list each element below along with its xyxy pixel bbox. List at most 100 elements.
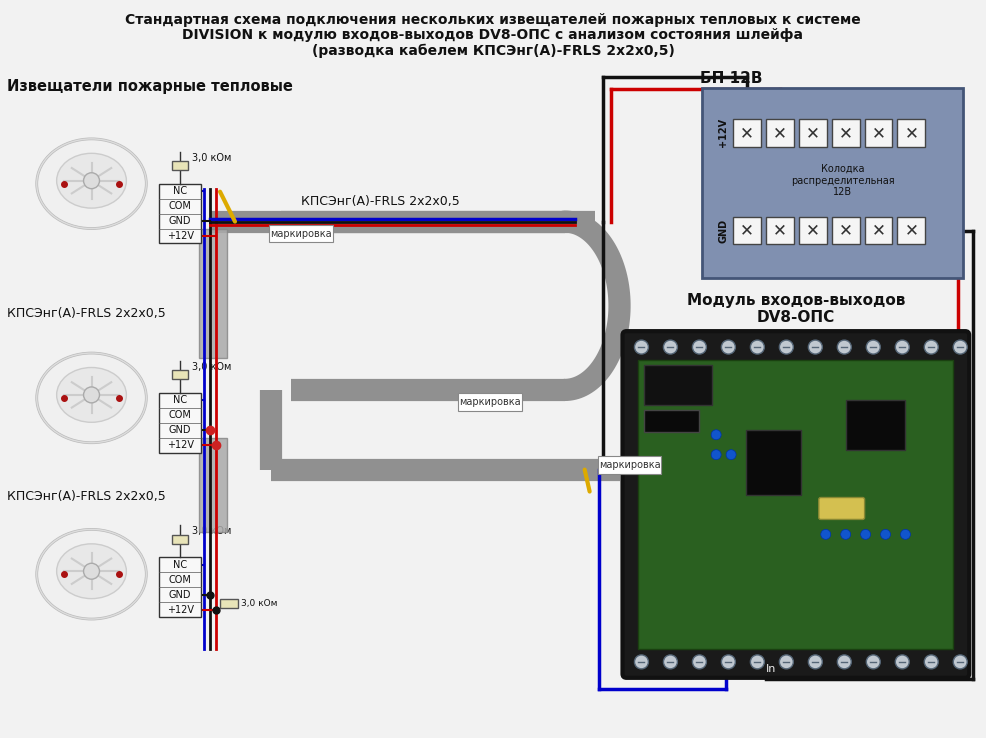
Text: КПСЭнг(А)-FRLS 2х2х0,5: КПСЭнг(А)-FRLS 2х2х0,5	[7, 307, 166, 320]
Text: GND: GND	[718, 218, 728, 243]
Text: +12V: +12V	[167, 231, 193, 241]
FancyBboxPatch shape	[458, 393, 522, 411]
Text: NC: NC	[174, 396, 187, 405]
FancyBboxPatch shape	[766, 216, 794, 244]
FancyBboxPatch shape	[645, 410, 699, 432]
Text: КПСЭнг(А)-FRLS 2х2х0,5: КПСЭнг(А)-FRLS 2х2х0,5	[301, 195, 459, 208]
Text: Стандартная схема подключения нескольких извещателей пожарных тепловых к системе: Стандартная схема подключения нескольких…	[125, 13, 861, 27]
Circle shape	[779, 655, 794, 669]
Text: БП 12В: БП 12В	[700, 71, 763, 86]
Text: NC: NC	[174, 559, 187, 570]
Circle shape	[711, 430, 721, 440]
Circle shape	[664, 340, 677, 354]
FancyBboxPatch shape	[799, 216, 826, 244]
FancyBboxPatch shape	[897, 119, 926, 147]
Circle shape	[692, 340, 706, 354]
Text: КПСЭнг(А)-FRLS 2х2х0,5: КПСЭнг(А)-FRLS 2х2х0,5	[7, 489, 166, 503]
FancyBboxPatch shape	[702, 88, 963, 278]
Circle shape	[895, 655, 909, 669]
Text: GND: GND	[169, 425, 191, 435]
Text: ✕: ✕	[872, 221, 885, 240]
FancyBboxPatch shape	[766, 119, 794, 147]
Circle shape	[880, 529, 890, 539]
FancyBboxPatch shape	[818, 497, 865, 520]
Circle shape	[867, 655, 880, 669]
FancyBboxPatch shape	[173, 370, 188, 379]
Text: ✕: ✕	[773, 221, 787, 240]
FancyBboxPatch shape	[199, 438, 227, 532]
Circle shape	[953, 340, 967, 354]
Text: ✕: ✕	[839, 221, 853, 240]
Ellipse shape	[36, 529, 146, 619]
Circle shape	[664, 655, 677, 669]
FancyBboxPatch shape	[173, 535, 188, 544]
Circle shape	[779, 340, 794, 354]
Circle shape	[924, 340, 939, 354]
Text: ✕: ✕	[740, 221, 754, 240]
Circle shape	[726, 449, 737, 460]
Text: +12V: +12V	[718, 118, 728, 148]
Circle shape	[841, 529, 851, 539]
FancyBboxPatch shape	[160, 557, 201, 617]
Text: 3,0 кОм: 3,0 кОм	[192, 153, 232, 163]
Text: Модуль входов-выходов: Модуль входов-выходов	[686, 293, 905, 308]
FancyBboxPatch shape	[865, 119, 892, 147]
Circle shape	[722, 340, 736, 354]
Circle shape	[750, 655, 764, 669]
Circle shape	[84, 173, 100, 189]
Circle shape	[837, 340, 851, 354]
FancyBboxPatch shape	[199, 229, 227, 358]
Text: ✕: ✕	[839, 124, 853, 142]
Text: Колодка
распределительная
12В: Колодка распределительная 12В	[791, 164, 894, 197]
FancyBboxPatch shape	[734, 119, 761, 147]
Text: ✕: ✕	[740, 124, 754, 142]
Text: маркировка: маркировка	[459, 397, 521, 407]
Circle shape	[750, 340, 764, 354]
Circle shape	[692, 655, 706, 669]
FancyBboxPatch shape	[220, 599, 238, 607]
FancyBboxPatch shape	[639, 360, 953, 649]
Text: GND: GND	[169, 590, 191, 600]
FancyBboxPatch shape	[598, 455, 662, 474]
Text: COM: COM	[169, 201, 191, 211]
Circle shape	[867, 340, 880, 354]
FancyBboxPatch shape	[746, 430, 801, 494]
Text: маркировка: маркировка	[599, 460, 661, 469]
Text: (разводка кабелем КПСЭнг(А)-FRLS 2х2х0,5): (разводка кабелем КПСЭнг(А)-FRLS 2х2х0,5…	[312, 44, 674, 58]
Circle shape	[634, 340, 649, 354]
Circle shape	[634, 655, 649, 669]
Text: 3,0 кОм: 3,0 кОм	[241, 599, 277, 607]
Ellipse shape	[56, 544, 126, 599]
Circle shape	[900, 529, 910, 539]
Ellipse shape	[56, 154, 126, 208]
Circle shape	[84, 387, 100, 403]
FancyBboxPatch shape	[846, 400, 905, 449]
Text: COM: COM	[169, 410, 191, 421]
Text: NC: NC	[174, 186, 187, 196]
Ellipse shape	[36, 353, 146, 443]
Text: In: In	[766, 664, 776, 674]
Text: GND: GND	[169, 216, 191, 226]
Circle shape	[711, 449, 721, 460]
FancyBboxPatch shape	[622, 331, 969, 677]
Circle shape	[722, 655, 736, 669]
Text: DIVISION к модулю входов-выходов DV8-ОПС с анализом состояния шлейфа: DIVISION к модулю входов-выходов DV8-ОПС…	[182, 28, 804, 42]
Text: ✕: ✕	[904, 124, 918, 142]
Circle shape	[895, 340, 909, 354]
FancyBboxPatch shape	[799, 119, 826, 147]
Circle shape	[861, 529, 871, 539]
Ellipse shape	[36, 139, 146, 229]
FancyBboxPatch shape	[173, 162, 188, 170]
Text: Извещатели пожарные тепловые: Извещатели пожарные тепловые	[7, 79, 293, 94]
Text: +12V: +12V	[167, 604, 193, 615]
FancyBboxPatch shape	[160, 184, 201, 244]
FancyBboxPatch shape	[832, 216, 860, 244]
FancyBboxPatch shape	[160, 393, 201, 452]
Circle shape	[809, 340, 822, 354]
Text: ✕: ✕	[806, 124, 819, 142]
FancyBboxPatch shape	[734, 216, 761, 244]
FancyBboxPatch shape	[645, 365, 712, 405]
FancyBboxPatch shape	[865, 216, 892, 244]
FancyBboxPatch shape	[832, 119, 860, 147]
Text: 3,0 кОм: 3,0 кОм	[192, 526, 232, 537]
